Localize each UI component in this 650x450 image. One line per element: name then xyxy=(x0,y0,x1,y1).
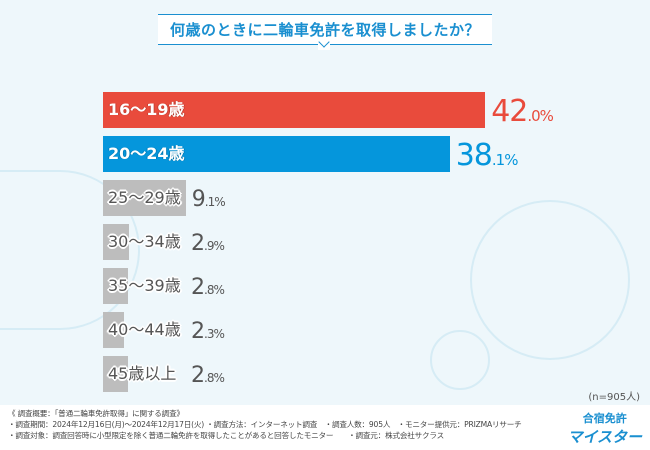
value-integer: 38 xyxy=(455,138,493,173)
category-label: 35〜39歳 xyxy=(108,276,181,295)
value-integer: 2 xyxy=(191,275,205,300)
value-integer: 9 xyxy=(191,187,206,212)
value-label: 9.1% xyxy=(191,180,226,216)
value-label: 2.8% xyxy=(191,268,225,304)
bar xyxy=(103,356,129,392)
value-integer: 2 xyxy=(191,319,205,344)
bar xyxy=(103,92,486,128)
value-decimal: .3% xyxy=(204,327,225,341)
footer-line: 《 調査概要：「普通二輪車免許取得」に関する調査》 xyxy=(8,409,184,418)
value-label: 2.9% xyxy=(191,224,225,260)
decoration xyxy=(430,330,490,390)
logo: 合宿免許 マイスター xyxy=(567,410,642,447)
chevron-down-icon xyxy=(318,38,330,50)
value-decimal: .8% xyxy=(204,283,225,297)
value-decimal: .0% xyxy=(527,107,554,125)
value-label: 2.8% xyxy=(191,356,225,392)
value-label: 38.1% xyxy=(455,136,519,173)
category-label: 20〜24歳 xyxy=(108,144,185,163)
logo-top: 合宿免許 xyxy=(582,412,627,425)
value-decimal: .1% xyxy=(491,151,519,169)
value-label: 2.3% xyxy=(191,312,225,348)
value-integer: 42 xyxy=(491,94,528,129)
value-decimal: .9% xyxy=(204,239,225,253)
survey-footer: 《 調査概要：「普通二輪車免許取得」に関する調査》 ・調査期間：2024年12月… xyxy=(0,405,650,450)
category-label: 25〜29歳 xyxy=(108,188,181,207)
category-label: 40〜44歳 xyxy=(108,320,181,339)
bar xyxy=(103,312,124,348)
value-decimal: .8% xyxy=(204,371,225,385)
logo-bottom: マイスター xyxy=(567,428,642,446)
value-integer: 2 xyxy=(191,231,205,256)
value-label: 42.0% xyxy=(491,92,554,129)
category-label: 30〜34歳 xyxy=(108,232,181,251)
category-label: 45歳以上 xyxy=(108,364,177,383)
bar xyxy=(103,224,130,260)
footer-line: ・調査対象：調査回答時に小型限定を除く普通二輪免許を取得したことがあると回答した… xyxy=(8,431,445,440)
decoration xyxy=(0,170,140,330)
bar xyxy=(103,136,450,172)
value-decimal: .1% xyxy=(204,195,226,209)
footer-line: ・調査期間：2024年12月16日(月)〜2024年12月17日(火) ・調査方… xyxy=(8,420,522,429)
bar xyxy=(103,268,129,304)
decoration xyxy=(470,200,630,360)
category-label: 16〜19歳 xyxy=(108,100,185,119)
value-integer: 2 xyxy=(191,363,205,388)
bar xyxy=(103,180,186,216)
sample-size: (n=905人) xyxy=(588,392,640,403)
